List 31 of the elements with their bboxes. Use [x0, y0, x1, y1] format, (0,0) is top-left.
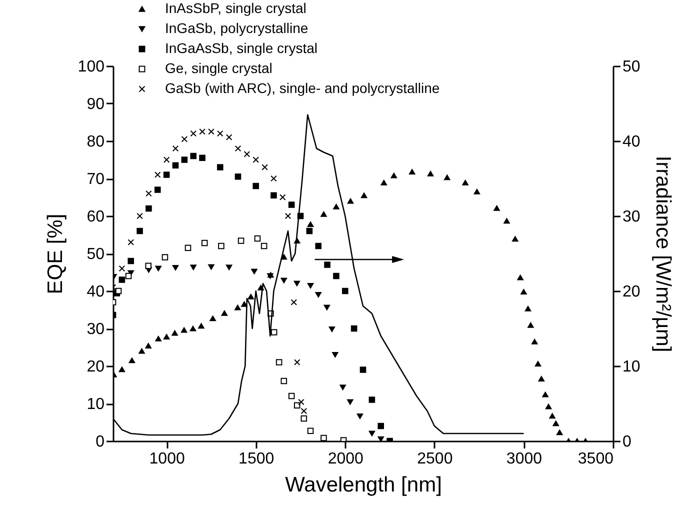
y2-axis-title: Irradiance [W/m²/µm] [651, 156, 674, 352]
y2-tick-label: 50 [622, 58, 640, 76]
y-tick-label: 20 [86, 358, 105, 376]
y-tick-label: 10 [86, 396, 105, 413]
x-tick-label: 1500 [238, 450, 274, 468]
y-tick-label: 60 [86, 208, 105, 226]
legend-label: InAsSbP, single crystal [165, 0, 306, 16]
y2-tick-label: 40 [622, 134, 640, 150]
x-tick-label: 2500 [417, 450, 453, 468]
x-tick-label: 3500 [578, 450, 614, 468]
y-tick-label: 80 [86, 134, 105, 150]
legend-label: InGaSb, polycrystalline [165, 20, 308, 36]
y-tick-label: 40 [86, 284, 105, 300]
y-tick-label: 50 [86, 246, 105, 263]
y-tick-label: 70 [86, 171, 105, 188]
y-tick-label: 30 [86, 321, 105, 338]
legend-label: GaSb (with ARC), single- and polycrystalline [165, 80, 440, 96]
legend-label: InGaAsSb, single crystal [165, 40, 318, 56]
y2-tick-label: 10 [622, 358, 640, 376]
legend-label: Ge, single crystal [165, 60, 272, 76]
y2-tick-label: 30 [622, 208, 640, 226]
y-tick-label: 90 [86, 96, 105, 113]
y2-tick-label: 20 [622, 284, 640, 300]
y-tick-label: 0 [96, 434, 105, 450]
y-axis-title: EQE [%] [44, 214, 67, 294]
x-tick-label: 2000 [328, 450, 364, 468]
x-tick-label: 1000 [149, 450, 185, 468]
x-axis-title: Wavelength [nm] [285, 474, 442, 496]
y-tick-label: 100 [78, 58, 105, 76]
y2-tick-label: 0 [622, 434, 632, 450]
x-tick-label: 3000 [506, 450, 542, 468]
